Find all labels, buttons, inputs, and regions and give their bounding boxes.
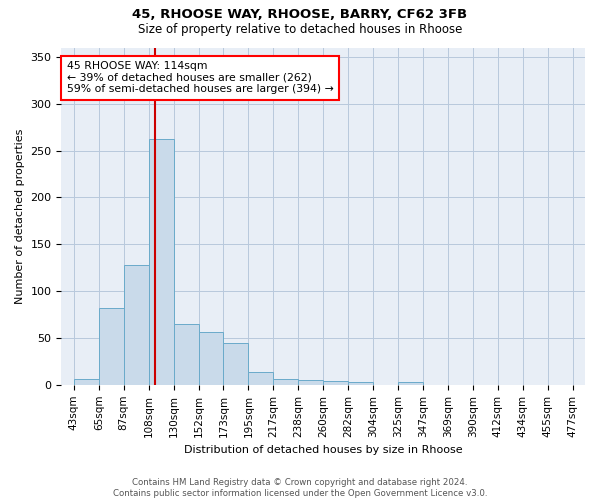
Bar — [74, 379, 99, 385]
Text: 45 RHOOSE WAY: 114sqm
← 39% of detached houses are smaller (262)
59% of semi-det: 45 RHOOSE WAY: 114sqm ← 39% of detached … — [67, 61, 334, 94]
Y-axis label: Number of detached properties: Number of detached properties — [15, 128, 25, 304]
Bar — [298, 380, 323, 385]
Bar — [124, 265, 149, 385]
Bar — [248, 372, 274, 385]
Bar — [323, 381, 348, 385]
Text: Size of property relative to detached houses in Rhoose: Size of property relative to detached ho… — [138, 22, 462, 36]
Bar — [173, 324, 199, 385]
Bar — [199, 332, 223, 385]
X-axis label: Distribution of detached houses by size in Rhoose: Distribution of detached houses by size … — [184, 445, 463, 455]
Bar — [274, 379, 298, 385]
Bar — [348, 382, 373, 385]
Bar — [149, 140, 173, 385]
Text: 45, RHOOSE WAY, RHOOSE, BARRY, CF62 3FB: 45, RHOOSE WAY, RHOOSE, BARRY, CF62 3FB — [133, 8, 467, 20]
Bar — [99, 308, 124, 385]
Bar — [223, 342, 248, 385]
Bar — [398, 382, 423, 385]
Text: Contains HM Land Registry data © Crown copyright and database right 2024.
Contai: Contains HM Land Registry data © Crown c… — [113, 478, 487, 498]
